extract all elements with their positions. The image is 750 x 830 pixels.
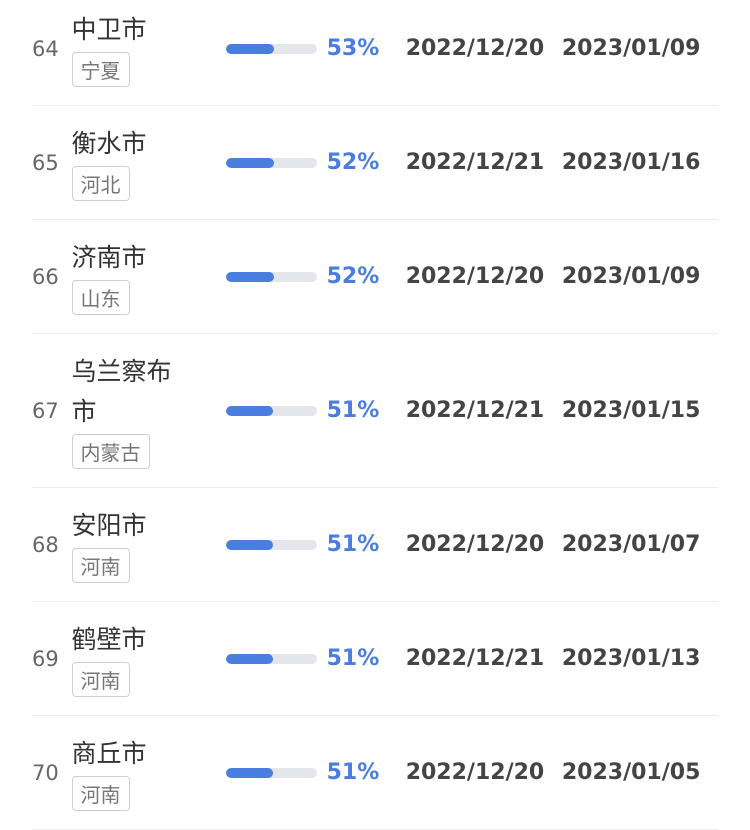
table-row[interactable]: 64 中卫市宁夏 53% 2022/12/20 2023/01/09 <box>32 0 718 106</box>
province-tag: 宁夏 <box>71 52 130 87</box>
rank: 67 <box>32 398 59 423</box>
province-tag: 河北 <box>71 166 130 201</box>
progress-track <box>225 767 317 778</box>
start-date: 2022/12/20 <box>405 532 545 557</box>
end-date: 2023/01/09 <box>561 36 701 61</box>
percent: 52% <box>326 264 380 289</box>
rank: 64 <box>32 36 59 61</box>
percent: 51% <box>326 646 380 671</box>
name-cell: 衡水市 河北 <box>71 124 226 201</box>
end-date: 2023/01/15 <box>561 398 701 423</box>
progress-track <box>225 539 317 550</box>
table-row[interactable]: 70 商丘市河南 51% 2022/12/20 2023/01/05 <box>32 716 718 830</box>
progress-track <box>225 43 317 54</box>
table-row[interactable]: 69 鹤壁市河南 51% 2022/12/21 2023/01/13 <box>32 602 718 716</box>
progress-fill <box>225 271 274 282</box>
progress-fill <box>225 157 274 168</box>
end-date: 2023/01/13 <box>561 646 701 671</box>
rank: 69 <box>32 646 59 671</box>
name-cell: 商丘市 河南 <box>71 734 226 811</box>
end-date: 2023/01/09 <box>561 264 701 289</box>
city-name: 中卫市 <box>71 15 147 44</box>
start-date: 2022/12/20 <box>405 36 545 61</box>
city-name: 安阳市 <box>71 511 147 540</box>
province-tag: 内蒙古 <box>71 434 150 469</box>
progress-fill <box>225 43 275 54</box>
progress-fill <box>225 405 273 416</box>
start-date: 2022/12/21 <box>405 646 545 671</box>
province-tag: 河南 <box>71 662 130 697</box>
table-row[interactable]: 66 济南市山东 52% 2022/12/20 2023/01/09 <box>32 220 718 334</box>
progress-track <box>225 271 317 282</box>
progress-fill <box>225 767 273 778</box>
name-cell: 安阳市 河南 <box>71 506 226 583</box>
city-name: 济南市 <box>71 243 147 272</box>
percent: 52% <box>326 150 380 175</box>
start-date: 2022/12/21 <box>405 398 545 423</box>
name-cell: 中卫市 宁夏 <box>71 10 226 87</box>
start-date: 2022/12/21 <box>405 150 545 175</box>
city-name: 乌兰察布市 <box>71 357 172 426</box>
name-cell: 鹤壁市 河南 <box>71 620 226 697</box>
city-name: 商丘市 <box>71 739 147 768</box>
city-name: 衡水市 <box>71 129 147 158</box>
rank: 70 <box>32 760 59 785</box>
name-cell: 济南市 山东 <box>71 238 226 315</box>
percent: 51% <box>326 398 380 423</box>
rank: 68 <box>32 532 59 557</box>
progress-track <box>225 653 317 664</box>
end-date: 2023/01/07 <box>561 532 701 557</box>
progress-fill <box>225 539 273 550</box>
province-tag: 山东 <box>71 280 130 315</box>
city-name: 鹤壁市 <box>71 625 147 654</box>
table-row[interactable]: 68 安阳市河南 51% 2022/12/20 2023/01/07 <box>32 488 718 602</box>
progress-track <box>225 157 317 168</box>
table-row[interactable]: 67 乌兰察布市内蒙古 51% 2022/12/21 2023/01/15 <box>32 334 718 488</box>
progress-fill <box>225 653 273 664</box>
percent: 51% <box>326 760 380 785</box>
end-date: 2023/01/05 <box>561 760 701 785</box>
percent: 53% <box>326 36 380 61</box>
rank: 65 <box>32 150 59 175</box>
rank: 66 <box>32 264 59 289</box>
start-date: 2022/12/20 <box>405 264 545 289</box>
end-date: 2023/01/16 <box>561 150 701 175</box>
percent: 51% <box>326 532 380 557</box>
province-tag: 河南 <box>71 548 130 583</box>
progress-track <box>225 405 317 416</box>
province-tag: 河南 <box>71 776 130 811</box>
start-date: 2022/12/20 <box>405 760 545 785</box>
table-row[interactable]: 65 衡水市河北 52% 2022/12/21 2023/01/16 <box>32 106 718 220</box>
name-cell: 乌兰察布市 内蒙古 <box>71 352 226 469</box>
